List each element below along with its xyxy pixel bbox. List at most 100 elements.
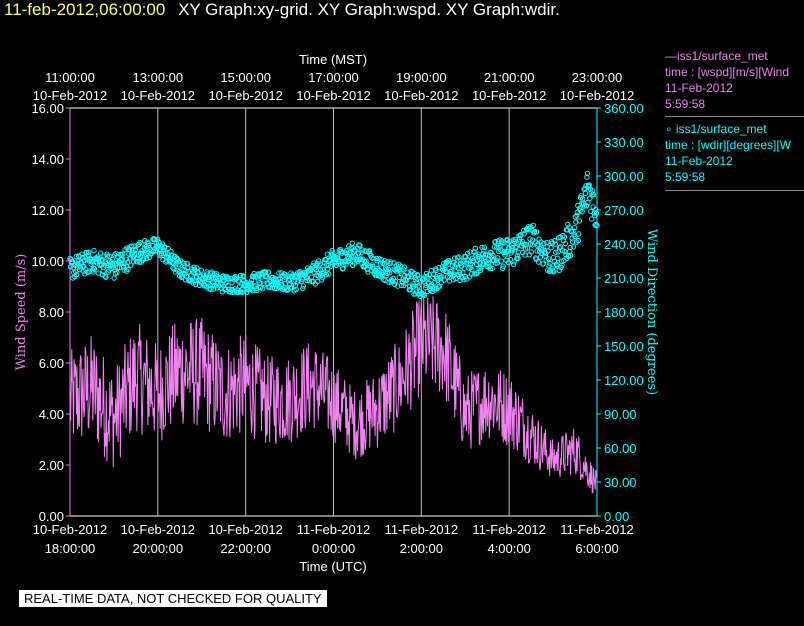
left-tick-label: 0.00 (39, 509, 64, 524)
wind-direction-point (552, 238, 558, 244)
top-tick-date: 10-Feb-2012 (121, 88, 195, 103)
wind-direction-point (73, 269, 79, 275)
wind-direction-point (102, 273, 108, 279)
wind-direction-point (207, 270, 214, 276)
wind-direction-point (550, 268, 556, 274)
wind-direction-point (125, 266, 131, 273)
wind-direction-point (298, 278, 305, 285)
wind-direction-point (538, 239, 544, 245)
wind-direction-point (553, 249, 559, 255)
wind-speed-line (69, 295, 598, 494)
wind-direction-point (175, 256, 181, 263)
wind-direction-point (518, 231, 524, 238)
left-tick-label: 2.00 (39, 458, 64, 473)
wind-direction-point (449, 268, 455, 274)
wind-direction-point (527, 236, 533, 242)
wind-direction-point (529, 242, 535, 248)
top-axis-label: Time (MST) (299, 52, 367, 67)
bottom-tick-date: 10-Feb-2012 (121, 522, 195, 537)
wind-direction-point (300, 283, 306, 289)
wind-direction-point (556, 245, 563, 251)
left-axis-ticks: 0.00 2.00 4.00 6.00 8.00 10.00 12.00 14.00 16.00 (31, 101, 70, 524)
wind-direction-point (355, 250, 362, 257)
left-tick-label: 14.00 (31, 152, 64, 167)
bottom-axis-label: Time (UTC) (299, 559, 366, 574)
left-tick-label: 16.00 (31, 101, 64, 116)
wind-direction-point (265, 269, 271, 275)
wind-direction-point (533, 229, 540, 235)
wind-direction-point (461, 276, 467, 283)
wind-direction-point (114, 270, 120, 276)
wind-direction-point (138, 251, 144, 257)
wind-direction-point (573, 219, 579, 225)
wind-direction-point (547, 260, 553, 267)
wind-direction-point (198, 267, 205, 273)
bottom-tick-date: 10-Feb-2012 (208, 522, 282, 537)
wind-direction-point (415, 283, 421, 289)
top-tick-date: 10-Feb-2012 (208, 88, 282, 103)
wind-direction-point (248, 280, 254, 286)
wind-direction-point (193, 277, 199, 283)
top-tick-time: 19:00:00 (396, 70, 447, 85)
wind-direction-point (583, 183, 589, 189)
wind-direction-point (144, 255, 150, 261)
wind-direction-point (119, 256, 125, 262)
wind-direction-point (532, 228, 538, 235)
wind-direction-point (114, 265, 121, 271)
right-tick-label: 150.00 (604, 339, 644, 354)
wind-direction-point (576, 231, 582, 237)
wind-direction-point (530, 222, 536, 229)
wind-direction-point (396, 274, 402, 281)
legend-line: —iss1/surface_met (665, 49, 768, 63)
wind-direction-point (124, 259, 131, 266)
legend-line: time : [wspd][m/s][Wind (665, 65, 790, 79)
disclaimer-banner: REAL-TIME DATA, NOT CHECKED FOR QUALITY (19, 590, 327, 607)
wind-direction-point (323, 272, 329, 278)
wind-direction-point (223, 286, 229, 292)
wind-direction-point (423, 270, 430, 277)
wind-direction-point (155, 239, 162, 245)
right-tick-label: 360.00 (604, 101, 644, 116)
legend-line: 11-Feb-2012 (665, 81, 733, 95)
wind-direction-point (175, 259, 182, 265)
wind-direction-point (494, 244, 500, 250)
wind-direction-point (95, 270, 102, 276)
wind-direction-point (498, 258, 504, 264)
wind-direction-point (578, 193, 584, 199)
wind-direction-point (483, 252, 489, 258)
wind-direction-point (566, 224, 572, 230)
wind-direction-point (183, 273, 190, 279)
wind-direction-point (446, 258, 452, 264)
wind-direction-point (590, 192, 597, 198)
wind-direction-point (576, 218, 582, 224)
wind-direction-point (490, 252, 496, 259)
wind-direction-point (392, 278, 398, 285)
wind-direction-point (575, 237, 581, 244)
wind-direction-point (500, 263, 506, 269)
wind-direction-point (132, 246, 139, 253)
left-tick-label: 12.00 (31, 203, 64, 218)
wind-direction-point (511, 259, 517, 265)
wind-direction-point (91, 266, 98, 272)
wind-direction-point (472, 245, 478, 252)
wind-speed-series (69, 295, 598, 494)
wind-direction-point (271, 285, 278, 292)
right-tick-label: 60.00 (604, 441, 637, 456)
wind-direction-point (213, 271, 220, 277)
wind-direction-point (593, 221, 599, 228)
top-tick-time: 15:00:00 (220, 70, 271, 85)
wind-direction-point (81, 257, 88, 264)
wind-direction-point (170, 260, 177, 267)
wind-direction-point (552, 241, 558, 247)
bottom-tick-time: 20:00:00 (133, 541, 184, 556)
wind-direction-point (366, 248, 373, 254)
wind-direction-point (278, 270, 284, 276)
wind-direction-point (334, 253, 340, 259)
wind-direction-point (579, 209, 585, 215)
gridlines (157, 108, 510, 516)
wind-direction-point (492, 238, 499, 245)
wind-direction-point (387, 259, 394, 265)
wind-direction-point (574, 212, 580, 219)
bottom-tick-date: 11-Feb-2012 (297, 522, 370, 537)
